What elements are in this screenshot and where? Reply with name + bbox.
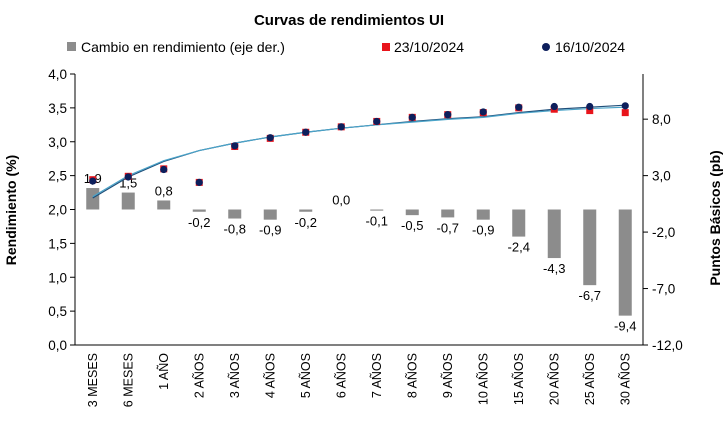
left-tick-label: 0,0: [48, 338, 67, 353]
trendlines: [92, 104, 626, 199]
right-axis-ticks: -12,0 -7,0 -2,0 3,0 8,0: [643, 112, 683, 353]
bar-data-label: -6,7: [579, 288, 601, 303]
category-label: 30 AÑOS: [618, 353, 632, 405]
chart-title: Curvas de rendimientos UI: [254, 12, 444, 29]
category-label: 25 AÑOS: [583, 353, 597, 405]
legend-square-swatch: [382, 43, 390, 51]
bar-data-label: -4,3: [543, 261, 565, 276]
category-label: 1 AÑO: [157, 353, 171, 390]
category-label: 20 AÑOS: [547, 353, 561, 405]
circle-marker: [373, 117, 381, 126]
left-axis-ticks: 0,0 0,5 1,0 1,5 2,0 2,5 3,0 3,5 4,0: [48, 67, 75, 353]
category-label: 3 MESES: [86, 353, 100, 407]
bar: [157, 200, 171, 210]
circle-marker: [266, 134, 274, 142]
left-tick-label: 2,5: [48, 169, 67, 184]
bar: [583, 209, 597, 286]
circle-marker: [621, 102, 629, 110]
circle-marker: [302, 128, 310, 136]
category-label: 9 AÑOS: [441, 353, 455, 398]
circle-marker: [124, 173, 132, 181]
category-label: 6 AÑOS: [334, 353, 348, 398]
category-labels: 3 MESES 6 MESES 1 AÑO 2 AÑOS 3 AÑOS 4 AÑOS 5 A…: [86, 353, 633, 407]
circle-marker: [479, 108, 487, 116]
left-tick-label: 0,5: [48, 304, 67, 319]
bar: [192, 209, 206, 212]
left-tick-label: 1,5: [48, 236, 67, 251]
legend-circle-label: 16/10/2024: [555, 39, 625, 55]
bar-data-label: -0,1: [366, 214, 388, 229]
trendline: [92, 106, 626, 198]
bar-data-label: 0,0: [332, 193, 350, 208]
bar-data-label: -0,5: [401, 218, 423, 233]
category-label: 2 AÑOS: [192, 353, 206, 398]
right-tick-label: 8,0: [652, 112, 671, 127]
legend-bar-label: Cambio en rendimiento (eje der.): [81, 39, 285, 55]
right-tick-label: 3,0: [652, 169, 671, 184]
bar: [405, 209, 419, 216]
circle-marker: [515, 103, 523, 111]
category-label: 3 AÑOS: [228, 353, 242, 398]
bar: [547, 209, 561, 259]
circle-marker: [408, 113, 416, 121]
right-tick-label: -2,0: [652, 225, 675, 240]
category-label: 7 AÑOS: [370, 353, 384, 398]
circle-marker: [550, 102, 558, 111]
circle-marker: [89, 177, 97, 185]
category-label: 10 AÑOS: [476, 353, 490, 405]
category-label: 15 AÑOS: [512, 353, 526, 405]
right-axis-title: Puntos Básicos (pb): [707, 150, 723, 285]
bar-data-label: -0,8: [224, 222, 246, 237]
square-marker: [621, 109, 629, 117]
bar-data-label: -0,9: [259, 223, 281, 238]
bar: [299, 209, 313, 212]
left-tick-label: 3,5: [48, 101, 67, 116]
left-tick-label: 2,0: [48, 203, 67, 218]
circle-marker: [231, 142, 239, 150]
legend-circle-swatch: [542, 43, 550, 51]
legend: Cambio en rendimiento (eje der.) 23/10/2…: [67, 39, 625, 55]
bar: [512, 209, 526, 237]
circle-marker: [586, 102, 594, 111]
bar-data-label: -2,4: [508, 240, 530, 255]
marker-series: [89, 102, 629, 186]
legend-bar-swatch: [67, 42, 76, 51]
left-tick-label: 4,0: [48, 67, 67, 82]
circle-marker: [160, 165, 168, 174]
bar: [121, 192, 135, 210]
bar-data-label: -0,9: [472, 223, 494, 238]
bar-data-label: 0,8: [155, 183, 173, 198]
circle-marker: [337, 123, 345, 131]
bar: [618, 209, 632, 316]
bar: [86, 188, 100, 210]
bar: [441, 209, 455, 218]
left-tick-label: 1,0: [48, 270, 67, 285]
bar: [476, 209, 490, 220]
circle-marker: [195, 178, 203, 186]
right-tick-label: -7,0: [652, 282, 675, 297]
bar: [263, 209, 277, 220]
right-tick-label: -12,0: [652, 338, 683, 353]
bar-data-label: -0,2: [188, 215, 210, 230]
square-marker: [586, 107, 594, 115]
left-axis-title: Rendimiento (%): [3, 155, 19, 265]
bar-data-label: -0,7: [437, 220, 459, 235]
bar: [370, 209, 384, 211]
bar: [228, 209, 242, 219]
bar-data-label: -0,2: [295, 215, 317, 230]
bar-data-label: -9,4: [614, 319, 636, 334]
category-label: 4 AÑOS: [263, 353, 277, 398]
category-label: 5 AÑOS: [299, 353, 313, 398]
legend-square-label: 23/10/2024: [394, 39, 464, 55]
bar-series: 1,91,50,8-0,2-0,8-0,9-0,20,0-0,1-0,5-0,7…: [84, 171, 637, 334]
category-label: 8 AÑOS: [405, 353, 419, 398]
left-tick-label: 3,0: [48, 135, 67, 150]
circle-marker: [444, 111, 452, 119]
category-label: 6 MESES: [121, 353, 135, 407]
